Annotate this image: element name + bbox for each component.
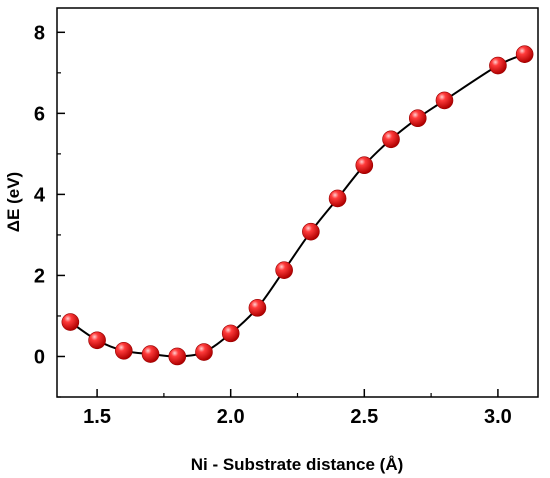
y-tick-label: 2 [34, 265, 45, 287]
data-point [221, 324, 240, 343]
y-axis-title: ΔE (eV) [4, 172, 23, 232]
data-point [408, 109, 427, 128]
data-point [515, 45, 534, 63]
y-tick-label: 6 [34, 103, 45, 125]
data-point [489, 56, 507, 75]
y-tick-label: 4 [34, 184, 46, 206]
data-point [435, 91, 454, 110]
y-tick-label: 8 [34, 22, 45, 44]
x-tick-label: 1.5 [83, 406, 111, 428]
data-point [328, 189, 347, 208]
x-tick-label: 3.0 [484, 406, 512, 428]
y-tick-label: 0 [34, 346, 45, 368]
data-point [61, 313, 80, 331]
data-point [275, 261, 293, 279]
data-point [115, 342, 133, 360]
x-axis-title: Ni - Substrate distance (Å) [191, 455, 404, 474]
data-point [302, 222, 320, 241]
plot-frame [56, 7, 539, 398]
x-tick-label: 2.5 [350, 406, 378, 428]
data-point [248, 299, 267, 317]
data-point [88, 331, 106, 350]
data-point [195, 343, 213, 361]
data-point [168, 347, 187, 366]
series-line [69, 53, 526, 358]
data-point [141, 345, 160, 363]
x-tick-label: 2.0 [217, 406, 245, 428]
data-point [382, 130, 400, 149]
data-point [355, 156, 374, 175]
